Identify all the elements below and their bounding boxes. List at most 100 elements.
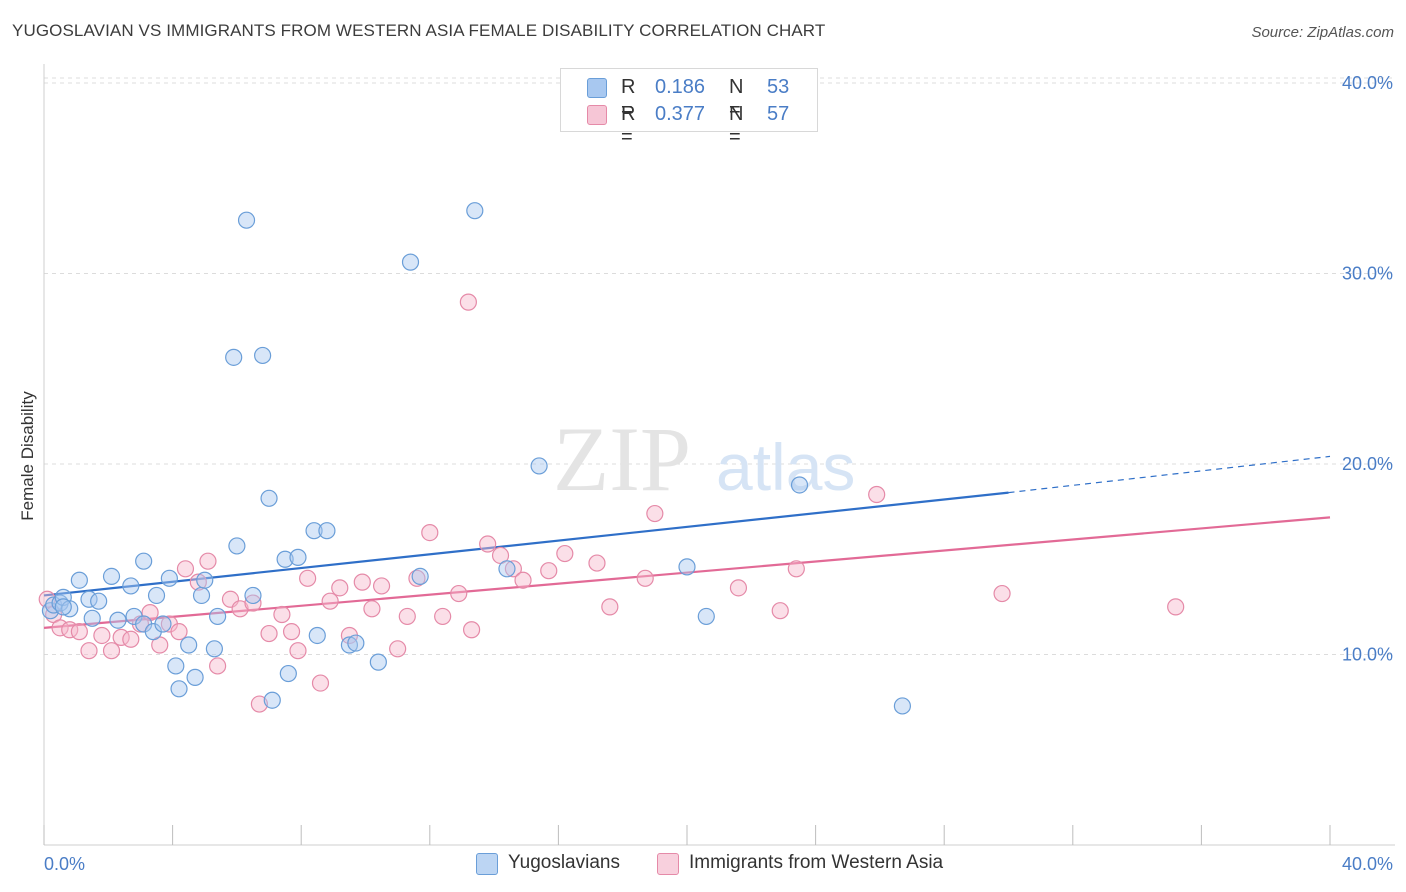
point-yugoslavian: [263, 691, 281, 709]
point-yugoslavian: [237, 211, 256, 229]
point-yugoslavian: [244, 586, 262, 605]
point-yugoslavian: [54, 598, 72, 616]
legend-r-value: 0.186: [655, 76, 706, 98]
axes: [43, 64, 1395, 846]
point-yugoslavian: [401, 253, 420, 271]
point-yugoslavian: [260, 489, 278, 507]
legend-n-value: 53: [767, 76, 790, 98]
y-tick-label: 40.0%: [1342, 73, 1393, 93]
point-yugoslavian: [411, 567, 429, 586]
watermark: ZIP atlas: [553, 408, 855, 510]
point-yugoslavian: [228, 537, 246, 555]
point-yugoslavian: [466, 202, 484, 220]
point-western-asia: [80, 642, 98, 660]
point-western-asia: [299, 569, 317, 587]
point-western-asia: [459, 293, 477, 311]
point-western-asia: [122, 630, 140, 648]
legend-n-value: 57: [767, 103, 790, 125]
point-yugoslavian: [109, 611, 127, 629]
y-tick-label: 10.0%: [1342, 645, 1393, 665]
point-western-asia: [504, 560, 522, 578]
point-western-asia: [176, 560, 195, 578]
point-yugoslavian: [90, 592, 108, 610]
point-yugoslavian: [186, 668, 204, 686]
y-tick-label: 20.0%: [1342, 454, 1393, 474]
point-yugoslavian: [305, 522, 323, 540]
point-western-asia: [331, 579, 349, 597]
point-western-asia: [636, 569, 654, 587]
legend-swatch-blue: [587, 78, 607, 98]
point-western-asia: [260, 624, 278, 643]
point-western-asia: [993, 584, 1011, 603]
point-yugoslavian: [530, 457, 548, 475]
x-tick-label-min: 0.0%: [44, 854, 85, 874]
point-western-asia: [556, 544, 574, 563]
legend-n-label: N =: [729, 76, 744, 121]
bottom-legend-label: Immigrants from Western Asia: [689, 852, 944, 873]
point-yugoslavian: [192, 586, 211, 605]
point-yugoslavian: [347, 634, 365, 652]
point-yugoslavian: [209, 607, 227, 626]
point-yugoslavian: [678, 558, 696, 576]
legend-r-label: R =: [621, 103, 636, 148]
point-western-asia: [1167, 598, 1185, 616]
data-points: [38, 202, 1185, 715]
point-western-asia: [389, 640, 407, 658]
bottom-legend-swatch-blue: [476, 853, 498, 875]
point-yugoslavian: [180, 636, 198, 654]
bottom-legend-label: Yugoslavians: [508, 852, 620, 873]
legend-r-value: 0.377: [655, 103, 706, 125]
point-yugoslavian: [70, 571, 88, 589]
point-western-asia: [868, 485, 886, 504]
point-yugoslavian: [697, 607, 715, 626]
legend-swatch-pink: [587, 105, 607, 125]
trend-line-yugoslavians-extension: [1008, 455, 1331, 494]
point-western-asia: [450, 584, 468, 603]
point-western-asia: [311, 674, 330, 692]
point-yugoslavian: [170, 680, 188, 698]
point-yugoslavian: [308, 626, 326, 645]
correlation-legend: R = 0.186 N = 53 R = 0.377 N = 57: [560, 68, 818, 148]
legend-n-label: N =: [729, 103, 744, 148]
point-western-asia: [434, 607, 452, 626]
point-western-asia: [353, 573, 371, 591]
point-western-asia: [170, 623, 188, 641]
point-western-asia: [588, 554, 606, 572]
point-yugoslavian: [893, 697, 912, 715]
point-western-asia: [540, 562, 558, 580]
point-yugoslavian: [276, 550, 294, 568]
point-yugoslavian: [167, 657, 185, 675]
point-western-asia: [209, 657, 227, 675]
point-western-asia: [479, 535, 497, 553]
point-yugoslavian: [83, 609, 101, 627]
point-yugoslavian: [205, 640, 223, 658]
bottom-legend-swatch-pink: [657, 853, 679, 875]
point-yugoslavian: [254, 346, 272, 365]
point-yugoslavian: [61, 600, 79, 618]
point-western-asia: [282, 623, 301, 641]
point-western-asia: [102, 642, 121, 660]
point-western-asia: [289, 642, 307, 660]
watermark-zip: ZIP: [553, 408, 691, 510]
point-western-asia: [363, 600, 381, 618]
point-western-asia: [189, 573, 207, 591]
point-yugoslavian: [196, 571, 214, 589]
point-western-asia: [273, 605, 291, 624]
point-western-asia: [372, 577, 391, 595]
point-western-asia: [199, 552, 217, 570]
point-western-asia: [321, 592, 339, 610]
point-western-asia: [514, 571, 532, 589]
point-yugoslavian: [122, 577, 140, 595]
watermark-atlas: atlas: [716, 430, 855, 504]
point-western-asia: [250, 695, 269, 713]
point-western-asia: [70, 623, 88, 641]
legend-r-label: R =: [621, 76, 636, 121]
point-western-asia: [729, 579, 748, 597]
grid-lines: [44, 77, 1395, 656]
y-axis-label: Female Disability: [18, 391, 37, 521]
point-western-asia: [771, 602, 789, 620]
point-western-asia: [601, 598, 619, 616]
y-tick-label: 30.0%: [1342, 264, 1393, 284]
point-western-asia: [93, 626, 111, 645]
point-yugoslavian: [340, 636, 359, 654]
